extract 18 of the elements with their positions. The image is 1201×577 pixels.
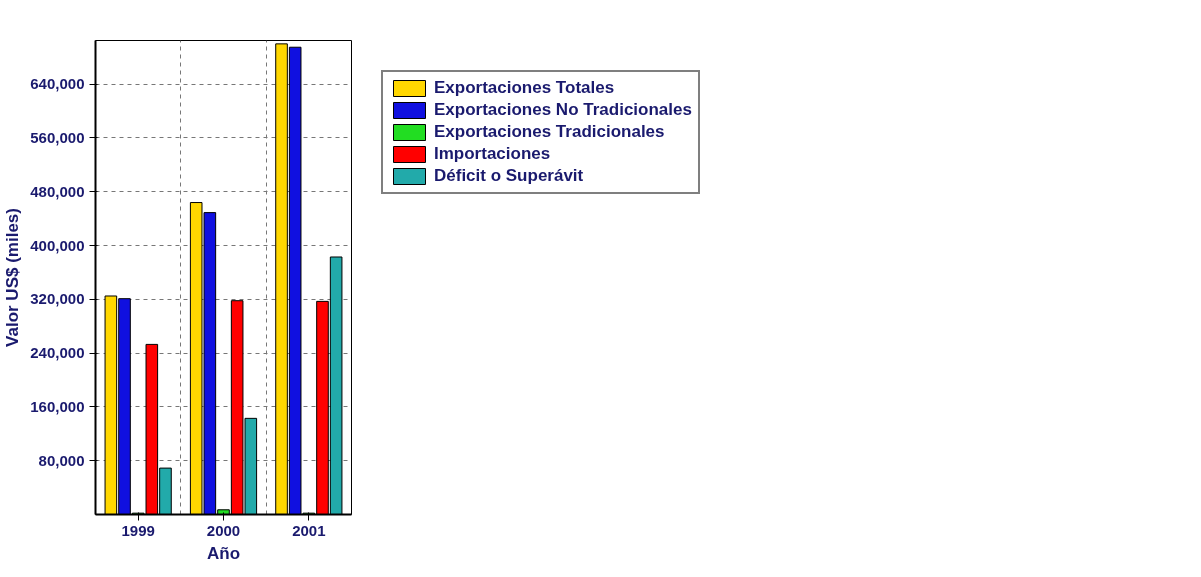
y-tick-label: 240,000 [30, 344, 85, 362]
y-tick-label: 80,000 [38, 451, 85, 469]
y-tick-label: 160,000 [30, 397, 85, 415]
legend-label: Déficit o Superávit [434, 166, 584, 186]
legend-label: Exportaciones No Tradicionales [434, 100, 692, 120]
legend-label: Exportaciones Tradicionales [434, 122, 665, 142]
y-tick-label: 560,000 [30, 128, 85, 146]
x-tick-label: 2000 [206, 521, 241, 539]
x-tick-label: 1999 [121, 521, 155, 539]
x-axis-title: Año [206, 543, 241, 563]
y-tick-label: 640,000 [30, 75, 85, 93]
legend-label: Exportaciones Totales [434, 78, 615, 98]
y-axis-title: Valor US$ (miles) [3, 208, 23, 347]
x-tick-label: 2001 [292, 521, 326, 539]
y-tick-label: 320,000 [30, 290, 85, 308]
y-tick-label: 480,000 [30, 182, 85, 200]
y-tick-label: 400,000 [30, 236, 85, 254]
legend-label: Importaciones [434, 144, 551, 164]
